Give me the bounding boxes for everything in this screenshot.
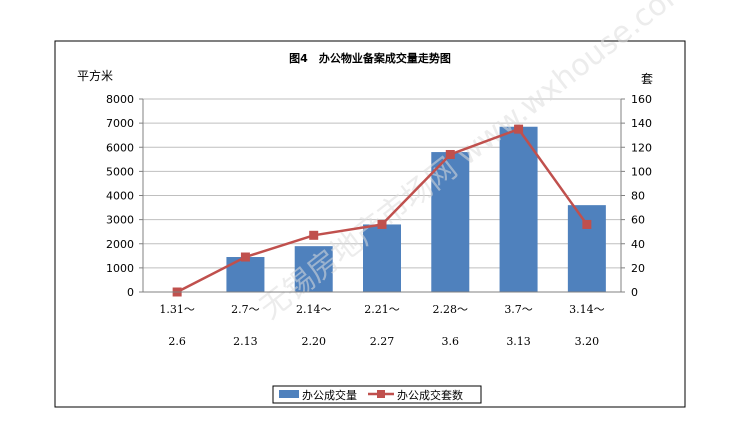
left-axis-tick-label: 1000 xyxy=(106,262,134,275)
chart-title: 图4 办公物业备案成交量走势图 xyxy=(289,51,451,65)
bar xyxy=(363,224,401,292)
right-axis-tick-label: 20 xyxy=(631,262,645,275)
line-point xyxy=(240,252,250,262)
x-category-label-line1: 2.21～ xyxy=(364,303,400,316)
left-axis-tick-label: 6000 xyxy=(106,141,134,154)
bar xyxy=(431,152,470,292)
bar xyxy=(499,126,538,293)
right-axis-tick-label: 0 xyxy=(631,286,638,299)
left-axis-unit: 平方米 xyxy=(77,68,113,83)
x-category-label-line2: 3.13 xyxy=(506,335,531,348)
left-axis-tick-label: 8000 xyxy=(106,93,134,106)
legend-line-marker xyxy=(377,390,385,398)
right-axis-tick-label: 120 xyxy=(631,141,652,154)
line-point xyxy=(445,149,455,159)
left-axis-tick-label: 3000 xyxy=(106,214,134,227)
bar xyxy=(294,246,333,292)
left-axis-tick-label: 4000 xyxy=(106,190,134,203)
legend-bar-label: 办公成交量 xyxy=(302,388,357,402)
x-category-label-line1: 2.14～ xyxy=(296,303,332,316)
x-category-label-line1: 2.28～ xyxy=(433,303,469,316)
x-category-label-line1: 3.7～ xyxy=(504,303,533,316)
right-axis-tick-label: 100 xyxy=(631,165,652,178)
line-point xyxy=(582,219,592,229)
right-axis-tick-label: 40 xyxy=(631,238,645,251)
legend-bar-swatch xyxy=(279,390,299,398)
x-category-label-line2: 2.27 xyxy=(370,335,395,348)
tick-labels: 0 1000 2000 3000 4000 5000 6000 7000 8000 0 20 40 60… xyxy=(106,93,652,299)
right-axis-tick-label: 80 xyxy=(631,190,645,203)
x-category-label-line2: 3.6 xyxy=(442,335,460,348)
x-category-label-line1: 1.31～ xyxy=(159,303,195,316)
right-axis-tick-label: 160 xyxy=(631,93,652,106)
bar xyxy=(226,257,265,292)
left-axis-tick-label: 5000 xyxy=(106,165,134,178)
legend: 办公成交量 办公成交套数 xyxy=(272,385,482,404)
x-category-label-line2: 2.13 xyxy=(233,335,258,348)
x-category-label-line2: 3.20 xyxy=(575,335,600,348)
left-axis-tick-label: 0 xyxy=(127,286,134,299)
right-axis-tick-label: 140 xyxy=(631,117,652,130)
x-category-label-line1: 2.7～ xyxy=(231,303,260,316)
x-category-label-line2: 2.6 xyxy=(168,335,186,348)
line-point xyxy=(377,219,387,229)
right-axis-tick-label: 60 xyxy=(631,214,645,227)
left-axis-tick-label: 7000 xyxy=(106,117,134,130)
bar xyxy=(567,205,606,292)
left-axis-tick-label: 2000 xyxy=(106,238,134,251)
bar-series xyxy=(226,126,606,293)
category-labels: 1.31～ 2.6 2.7～ 2.13 2.14～ 2.20 2.21～ 2.27 2.28～ 3… xyxy=(159,303,604,348)
legend-line-label: 办公成交套数 xyxy=(397,388,463,402)
x-category-label-line1: 3.14～ xyxy=(569,303,605,316)
x-category-label-line2: 2.20 xyxy=(301,335,326,348)
line-point xyxy=(309,230,319,240)
line-point xyxy=(514,124,524,134)
right-axis-unit: 套 xyxy=(641,72,653,86)
axes xyxy=(139,98,625,293)
